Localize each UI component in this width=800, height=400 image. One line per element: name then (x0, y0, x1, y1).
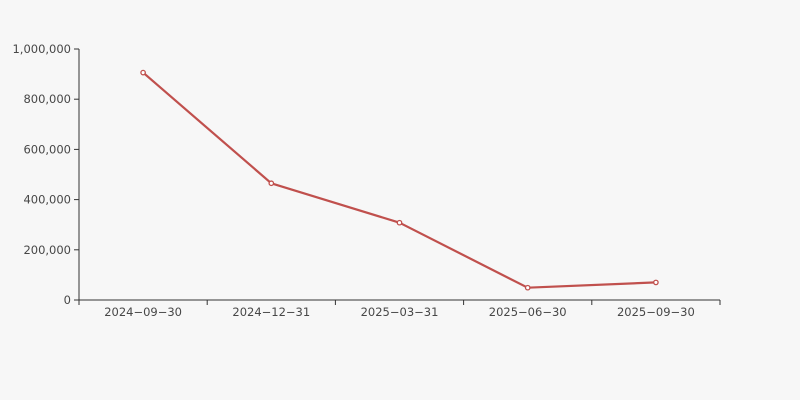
y-tick-label: 200,000 (23, 243, 71, 257)
x-tick-label: 2025−06−30 (489, 305, 567, 319)
y-tick-label: 1,000,000 (12, 42, 71, 56)
data-point-marker (524, 284, 531, 291)
data-point-marker (653, 279, 659, 286)
y-tick-label: 400,000 (23, 193, 71, 207)
x-tick-label: 2025−09−30 (617, 305, 695, 319)
y-tick-label: 0 (64, 293, 71, 307)
y-tick-label: 600,000 (23, 142, 71, 156)
x-tick-label: 2024−12−31 (232, 305, 310, 319)
x-tick-label: 2025−03−31 (361, 305, 439, 319)
x-tick-label: 2024−09−30 (104, 305, 182, 319)
data-point-marker (396, 219, 403, 226)
data-point-marker (140, 69, 146, 76)
data-point-marker (268, 180, 275, 187)
y-tick-label: 800,000 (23, 92, 71, 106)
data-series-line (142, 71, 658, 289)
